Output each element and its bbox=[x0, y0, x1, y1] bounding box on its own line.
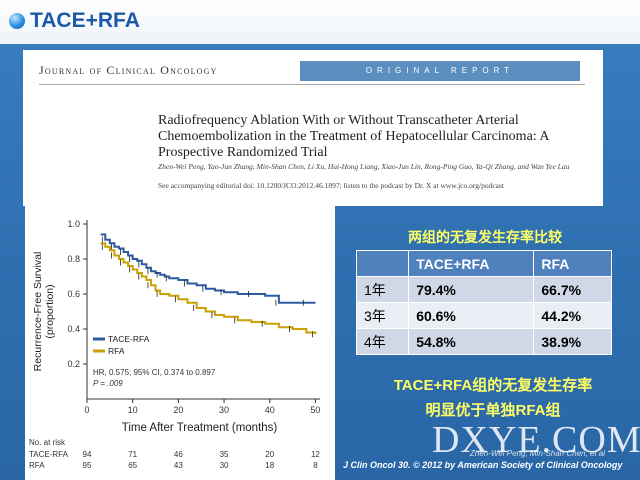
stats-text: HR, 0.575; 95% CI, 0.374 to 0.897 bbox=[93, 368, 216, 377]
km-plot-svg: 0.2 0.4 0.6 0.8 1.0 0 10 20 30 40 50 Time After Tre… bbox=[29, 219, 320, 470]
at-risk-value: 43 bbox=[174, 461, 183, 470]
rfa-value: 66.7% bbox=[533, 276, 612, 303]
table-header-cell: RFA bbox=[533, 250, 612, 277]
citation: J Clin Oncol 30. © 2012 by American Soci… bbox=[343, 460, 623, 470]
editorial-note: See accompanying editorial doi: 10.1200/… bbox=[158, 181, 504, 190]
table-row: 1年 79.4% 66.7% bbox=[355, 276, 612, 303]
year-label: 4年 bbox=[355, 328, 410, 355]
year-label: 3年 bbox=[355, 302, 410, 329]
at-risk-value: 35 bbox=[220, 450, 229, 459]
series-line-tace-rfa bbox=[100, 233, 316, 304]
conclusion-line-2: 明显优于单独RFA组 bbox=[425, 402, 561, 419]
tace-rfa-value: 79.4% bbox=[408, 276, 535, 303]
title-bar: TACE+RFA bbox=[0, 0, 640, 44]
y-tick-label: 0.6 bbox=[67, 289, 80, 299]
tace-rfa-value: 54.8% bbox=[408, 328, 535, 355]
tace-rfa-value: 60.6% bbox=[408, 302, 535, 329]
header-divider bbox=[39, 84, 585, 85]
at-risk-value: 8 bbox=[313, 461, 318, 470]
watermark: DXYE.COM bbox=[432, 419, 640, 461]
at-risk-title: No. at risk bbox=[29, 438, 66, 447]
conclusion-line-1: TACE+RFA组的无复发生存率 bbox=[393, 377, 593, 394]
journal-name: Journal of Clinical Oncology bbox=[39, 63, 218, 77]
paper-header-image: Journal of Clinical Oncology ORIGINAL RE… bbox=[23, 50, 603, 206]
y-axis-label: Recurrence-Free Survival(proportion) bbox=[32, 252, 56, 372]
rfa-value: 44.2% bbox=[533, 302, 612, 329]
x-axis-label: Time After Treatment (months) bbox=[122, 422, 278, 434]
y-tick-label: 0.2 bbox=[67, 359, 80, 369]
x-tick-label: 30 bbox=[219, 405, 229, 415]
x-tick-label: 0 bbox=[84, 405, 89, 415]
paper-title: Radiofrequency Ablation With or Without … bbox=[158, 113, 549, 160]
at-risk-row-label: RFA bbox=[29, 461, 45, 470]
y-tick-label: 1.0 bbox=[67, 219, 80, 229]
table-heading: 两组的无复发生存率比较 bbox=[408, 229, 562, 245]
series-line-rfa bbox=[100, 242, 317, 335]
x-tick-label: 40 bbox=[265, 405, 275, 415]
at-risk-value: 12 bbox=[311, 450, 320, 459]
at-risk-value: 20 bbox=[265, 450, 274, 459]
table-header-row: TACE+RFA RFA bbox=[355, 250, 612, 277]
rfa-value: 38.9% bbox=[533, 328, 612, 355]
at-risk-value: 95 bbox=[83, 461, 92, 470]
y-tick-label: 0.8 bbox=[67, 254, 80, 264]
at-risk-value: 94 bbox=[83, 450, 92, 459]
x-tick-label: 20 bbox=[173, 405, 183, 415]
footer-authors: Zhen-Wei Peng, Min-Shan Chen, et al bbox=[470, 449, 606, 458]
legend-label: TACE-RFA bbox=[108, 334, 150, 344]
at-risk-value: 65 bbox=[128, 461, 137, 470]
y-tick-label: 0.4 bbox=[67, 324, 80, 334]
x-tick-label: 50 bbox=[310, 405, 320, 415]
at-risk-value: 30 bbox=[220, 461, 229, 470]
at-risk-value: 71 bbox=[128, 450, 137, 459]
paper-authors: Zhen-Wei Peng, Yao-Jun Zhang, Min-Shan C… bbox=[158, 162, 570, 171]
kaplan-meier-chart: 0.2 0.4 0.6 0.8 1.0 0 10 20 30 40 50 Time After Tre… bbox=[25, 204, 335, 480]
at-risk-value: 46 bbox=[174, 450, 183, 459]
slide-title: TACE+RFA bbox=[30, 9, 140, 32]
table-header-cell bbox=[355, 250, 410, 277]
table-row: 4年 54.8% 38.9% bbox=[355, 328, 612, 355]
conclusion-text: TACE+RFA组的无复发生存率 明显优于单独RFA组 bbox=[355, 373, 631, 423]
table-row: 3年 60.6% 44.2% bbox=[355, 302, 612, 329]
survival-table: TACE+RFA RFA 1年 79.4% 66.7% 3年 60.6% 44.… bbox=[355, 250, 612, 355]
x-tick-label: 10 bbox=[128, 405, 138, 415]
at-risk-value: 18 bbox=[265, 461, 274, 470]
year-label: 1年 bbox=[355, 276, 410, 303]
at-risk-row-label: TACE-RFA bbox=[29, 450, 69, 459]
bullet-icon bbox=[9, 13, 25, 29]
stats-text: P = .009 bbox=[93, 379, 123, 388]
legend-label: RFA bbox=[108, 346, 125, 356]
table-header-cell: TACE+RFA bbox=[408, 250, 535, 277]
report-type-banner: ORIGINAL REPORT bbox=[300, 61, 580, 81]
